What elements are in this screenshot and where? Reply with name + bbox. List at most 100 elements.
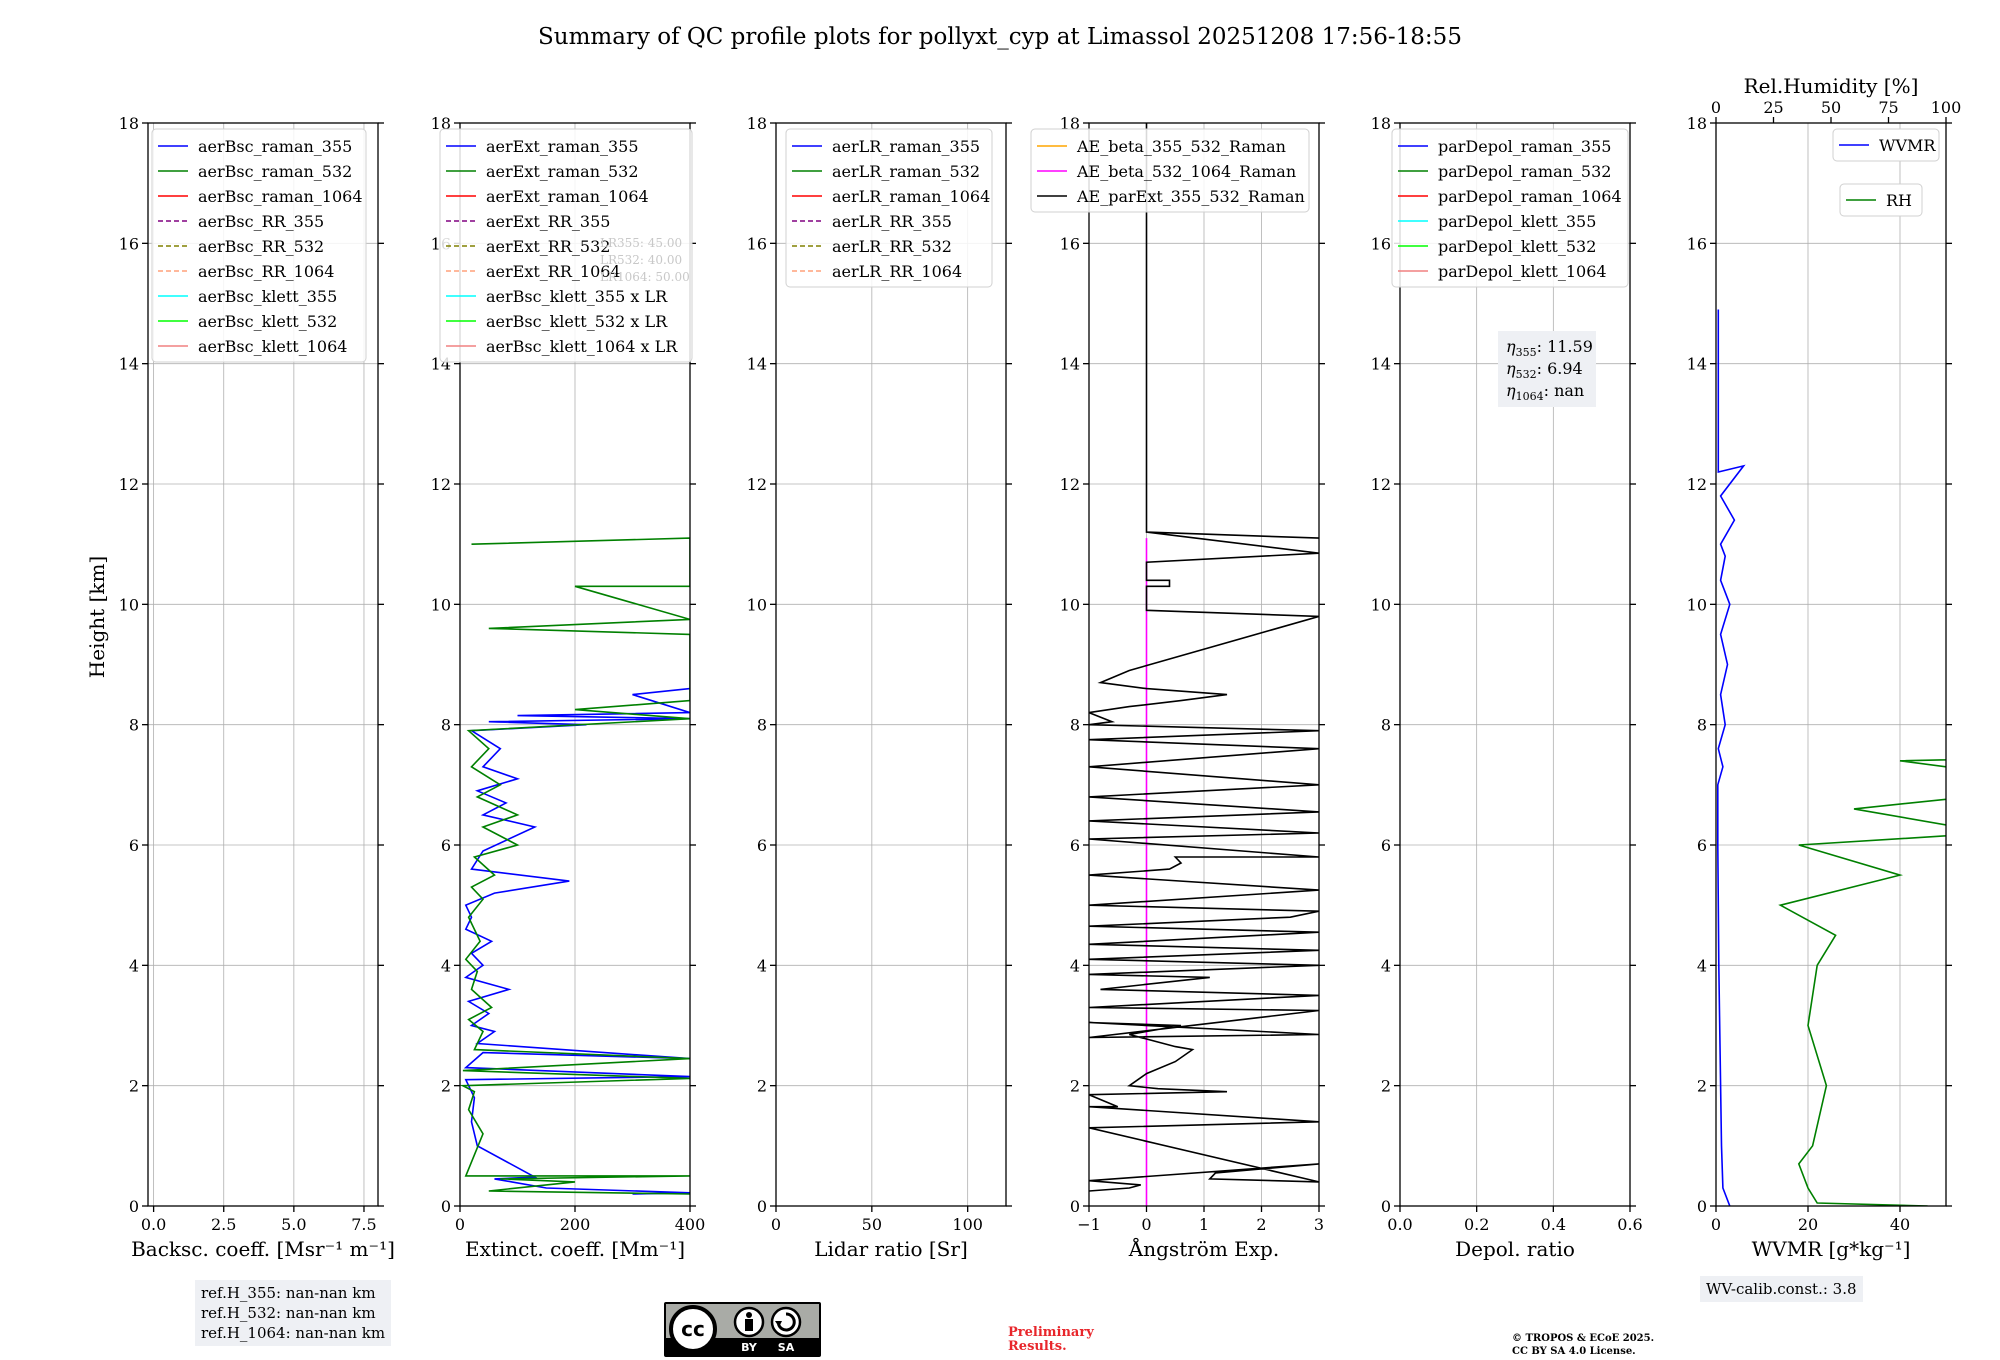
lidar-ratio-annotation: LR532: 40.00 <box>600 253 682 267</box>
legend-entry-label: RH <box>1886 191 1912 210</box>
panel-backscatter: 0 2 4 6 8 10 12 14 16 18 0.0 2.5 5.0 7.5 Backsc. coeff… <box>119 114 395 1261</box>
y-tick-label: 12 <box>747 475 767 494</box>
legend-entry-label: aerBsc_RR_1064 <box>198 262 334 281</box>
panel-extinction: 0246810121416180200400Extinct. coeff. [M… <box>431 114 706 1261</box>
legend-entry-label: parDepol_klett_1064 <box>1438 262 1607 281</box>
y-tick-label: 8 <box>1697 716 1707 735</box>
legend-entry-label: aerLR_raman_1064 <box>832 187 990 206</box>
x-tick-label: −1 <box>1077 1215 1101 1234</box>
y-tick-label: 18 <box>1371 114 1391 133</box>
legend-entry-label: aerBsc_raman_532 <box>198 162 352 181</box>
x-tick-label: 0 <box>1141 1215 1151 1234</box>
y-tick-label: 4 <box>129 956 139 975</box>
legend-box <box>151 128 367 363</box>
top-x-tick-label: 100 <box>1931 98 1962 117</box>
eta-annotation: η355: 11.59 <box>1506 337 1593 359</box>
x-tick-label: 0.0 <box>141 1215 166 1234</box>
plot-frame <box>775 122 1007 1207</box>
copyright-line-2: CC BY SA 4.0 License. <box>1512 1346 1636 1357</box>
legend-entry-label: aerExt_raman_355 <box>486 137 639 156</box>
top-x-axis-label: Rel.Humidity [%] <box>1744 74 1919 98</box>
legend-box <box>439 128 693 363</box>
y-tick-label: 10 <box>1060 595 1080 614</box>
legend-entry-label: parDepol_raman_532 <box>1438 162 1611 181</box>
legend-entry-label: aerLR_raman_355 <box>832 137 980 156</box>
legend-entry-label: aerBsc_klett_1064 x LR <box>486 337 678 356</box>
legend-box <box>1391 128 1629 288</box>
x-tick-label: 0.4 <box>1541 1215 1566 1234</box>
x-tick-label: 200 <box>560 1215 591 1234</box>
y-tick-label: 0 <box>129 1197 139 1216</box>
x-tick-label: 20 <box>1798 1215 1818 1234</box>
x-axis-label: Lidar ratio [Sr] <box>814 1237 968 1261</box>
legend-entry-label: aerBsc_klett_532 x LR <box>486 312 668 331</box>
y-tick-label: 14 <box>119 355 139 374</box>
series-line-RH <box>1778 705 1946 1206</box>
legend-entry-label: aerLR_RR_1064 <box>832 262 962 281</box>
y-tick-label: 14 <box>1687 355 1707 374</box>
y-tick-label: 16 <box>119 234 139 253</box>
ref-h-532: ref.H_532: nan-nan km <box>201 1304 376 1322</box>
y-tick-label: 12 <box>1687 475 1707 494</box>
plot-frame <box>147 122 379 1207</box>
y-tick-label: 6 <box>441 836 451 855</box>
legend-entry-label: AE_parExt_355_532_Raman <box>1076 187 1305 206</box>
legend-entry-label: aerBsc_raman_1064 <box>198 187 363 206</box>
x-axis-label: Backsc. coeff. [Msr⁻¹ m⁻¹] <box>131 1237 395 1261</box>
series-line-aerExt_raman_355 <box>463 687 690 1195</box>
cc-by-text: BY <box>741 1341 758 1354</box>
x-tick-label: 0 <box>1711 1215 1721 1234</box>
y-tick-label: 8 <box>1070 716 1080 735</box>
legend-entry-label: parDepol_klett_355 <box>1438 212 1596 231</box>
x-tick-label: 0 <box>455 1215 465 1234</box>
y-tick-label: 0 <box>1070 1197 1080 1216</box>
eta-annotation: η532: 6.94 <box>1506 359 1583 381</box>
y-tick-label: 0 <box>1697 1197 1707 1216</box>
y-tick-label: 4 <box>757 956 767 975</box>
wv-calibration-text: WV-calib.const.: 3.8 <box>1706 1280 1857 1298</box>
x-tick-label: 50 <box>862 1215 882 1234</box>
y-tick-label: 18 <box>1687 114 1707 133</box>
legend-entry-label: aerLR_raman_532 <box>832 162 980 181</box>
x-tick-label: 40 <box>1890 1215 1910 1234</box>
x-tick-label: 7.5 <box>351 1215 376 1234</box>
lidar-ratio-annotation: LR355: 45.00 <box>600 236 682 250</box>
x-axis-label: Depol. ratio <box>1455 1237 1575 1261</box>
y-tick-label: 10 <box>747 595 767 614</box>
plot-frame <box>1715 122 1947 1207</box>
legend-box <box>1839 183 1923 217</box>
panel-depol: 0 2 4 6 8 10 12 14 16 18 0.0 0.2 0.4 0.6 Depol. ratio p… <box>1371 114 1643 1261</box>
y-tick-label: 8 <box>441 716 451 735</box>
y-tick-label: 10 <box>1687 595 1707 614</box>
series-line-aerExt_raman_532 <box>460 537 690 1195</box>
eta-box <box>1498 331 1596 407</box>
plot-frame <box>1399 122 1631 1207</box>
y-tick-label: 6 <box>1070 836 1080 855</box>
x-tick-label: 3 <box>1314 1215 1324 1234</box>
x-tick-label: 0 <box>771 1215 781 1234</box>
cc-license-badge: cc BY SA <box>664 1302 821 1357</box>
legend-entry-label: aerBsc_klett_1064 <box>198 337 347 356</box>
y-tick-label: 14 <box>1060 355 1080 374</box>
y-tick-label: 0 <box>441 1197 451 1216</box>
legend-entry-label: aerBsc_raman_355 <box>198 137 352 156</box>
x-tick-label: 400 <box>675 1215 706 1234</box>
y-tick-label: 18 <box>119 114 139 133</box>
series-line-AE_parExt_355_532_Raman <box>1089 123 1319 1192</box>
x-tick-label: 0.6 <box>1617 1215 1642 1234</box>
wv-calibration-box: WV-calib.const.: 3.8 <box>1700 1276 1863 1302</box>
x-axis-label: WVMR [g*kg⁻¹] <box>1752 1237 1911 1261</box>
legend-entry-label: aerExt_raman_1064 <box>486 187 649 206</box>
y-tick-label: 2 <box>441 1077 451 1096</box>
y-tick-label: 6 <box>757 836 767 855</box>
legend-box <box>1030 128 1310 213</box>
x-axis-label: Ångström Exp. <box>1128 1236 1279 1261</box>
y-tick-label: 12 <box>431 475 451 494</box>
y-tick-label: 18 <box>431 114 451 133</box>
figure-title: Summary of QC profile plots for pollyxt_… <box>538 24 1462 50</box>
ref-h-355: ref.H_355: nan-nan km <box>201 1284 376 1302</box>
y-tick-label: 2 <box>757 1077 767 1096</box>
x-tick-label: 100 <box>952 1215 983 1234</box>
y-tick-label: 2 <box>1070 1077 1080 1096</box>
